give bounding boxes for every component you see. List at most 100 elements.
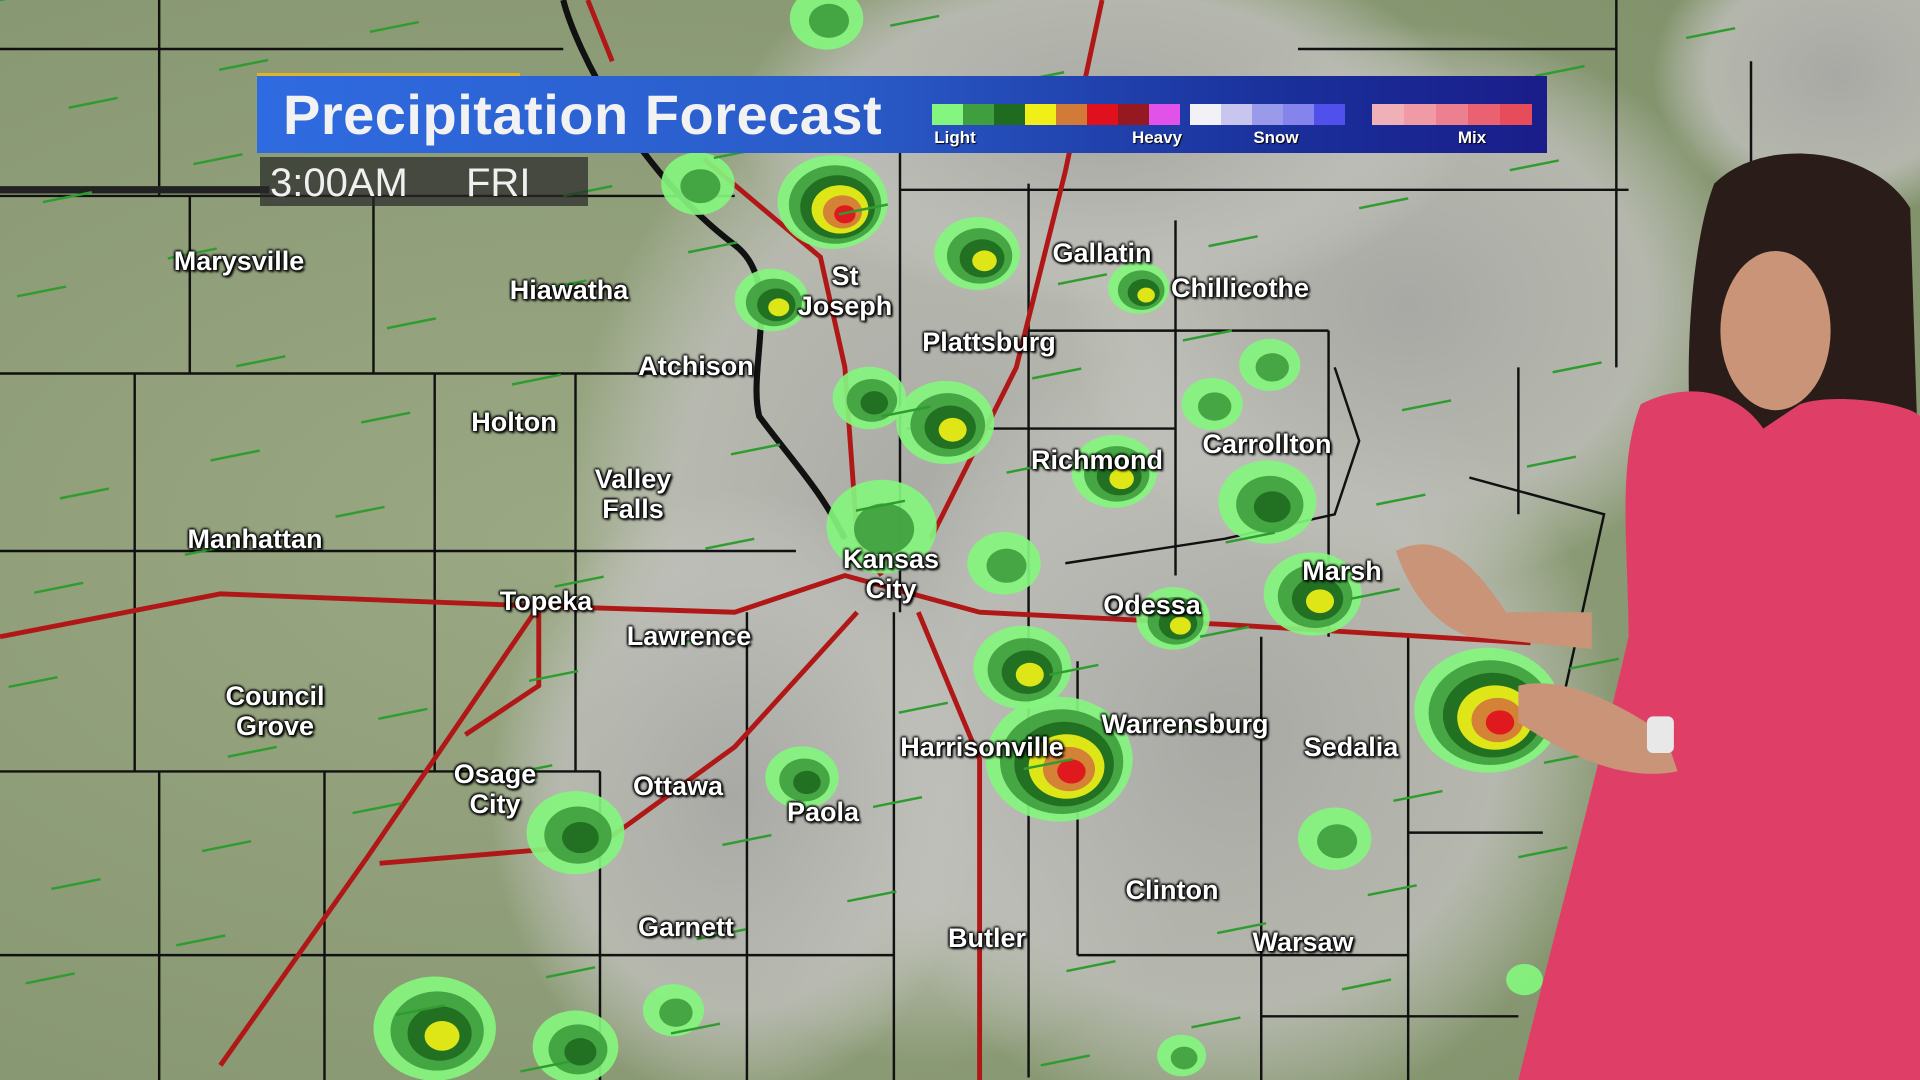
snow-swatch [1252, 104, 1283, 125]
city-label: Carrollton [1202, 429, 1332, 459]
precip-cell [808, 3, 850, 38]
precip-cell [768, 298, 790, 317]
city-label: Atchison [638, 351, 754, 381]
rain-swatch [1056, 104, 1087, 125]
wind-arrow [1182, 329, 1233, 342]
wind-arrow [352, 802, 402, 815]
precip-cell [986, 548, 1027, 583]
snow-swatch [1221, 104, 1252, 125]
wind-arrow [838, 203, 888, 216]
city-label: Ottawa [632, 771, 724, 801]
precip-cell [1317, 824, 1358, 859]
wind-arrow [898, 701, 948, 714]
rain-swatch [932, 104, 963, 125]
wind-arrow [889, 14, 940, 27]
wind-arrow [201, 840, 252, 853]
legend-label-heavy: Heavy [1131, 128, 1183, 147]
wind-arrow [1401, 399, 1452, 412]
precip-cell [1306, 589, 1334, 614]
precip-cell [1109, 468, 1134, 490]
wind-arrow [1208, 235, 1258, 248]
wind-arrow [1552, 361, 1602, 374]
precip-cell [1137, 287, 1155, 303]
snow-swatch [1314, 104, 1345, 125]
precip-cell [854, 503, 915, 555]
mix-swatch [1404, 104, 1436, 125]
precip-cell [1197, 392, 1232, 421]
wind-arrow [395, 1004, 445, 1017]
wind-arrow [1191, 1016, 1241, 1029]
forecast-day: FRI [466, 161, 531, 205]
city-label: Topeka [499, 586, 593, 616]
wind-arrow [218, 58, 269, 71]
wind-arrow [51, 877, 101, 891]
city-label: Richmond [1031, 445, 1163, 475]
city-label: Valley Falls [594, 464, 672, 524]
wind-arrow [167, 247, 217, 260]
wind-arrow [16, 285, 67, 298]
wind-arrow [68, 96, 118, 109]
precip-cell [1169, 616, 1191, 635]
wind-arrow [503, 764, 553, 777]
rain-swatch [994, 104, 1025, 125]
wind-arrow [1341, 978, 1392, 991]
wind-arrow [1174, 720, 1224, 733]
city-label: Holton [471, 407, 557, 437]
city-label: Sedalia [1303, 732, 1399, 762]
wind-arrow [1032, 367, 1082, 380]
city-label: Council Grove [225, 681, 325, 741]
wind-arrow [554, 575, 604, 588]
wind-arrow [227, 745, 277, 758]
wind-arrow [1535, 64, 1585, 78]
city-label: Butler [947, 923, 1027, 953]
snow-swatch [1283, 104, 1314, 125]
precip-cell [680, 169, 721, 204]
city-label: Clinton [1125, 875, 1219, 905]
forecast-header: Precipitation Forecast Light Heavy Snow … [257, 76, 1547, 153]
wind-arrow [730, 443, 781, 456]
precip-cell [793, 770, 821, 795]
precip-cell [938, 417, 967, 442]
wind-arrow [511, 373, 562, 386]
forecast-time-box: 3:00AM FRI [260, 157, 588, 206]
city-label: Hiawatha [509, 275, 629, 305]
mix-swatch [1436, 104, 1468, 125]
rain-swatch [1087, 104, 1118, 125]
wind-arrow [386, 317, 437, 330]
legend-label-light: Light [934, 128, 976, 147]
city-label: Harrisonville [900, 732, 1064, 762]
city-label: Marsh [1302, 556, 1382, 586]
wind-arrow [1023, 757, 1073, 771]
wind-arrow [1040, 1054, 1091, 1067]
city-label: St Joseph [797, 261, 893, 321]
wind-arrow [184, 543, 235, 556]
wind-arrow [335, 505, 385, 518]
rain-swatch [1149, 104, 1180, 125]
city-label: Lawrence [626, 621, 752, 651]
city-label: Gallatin [1052, 238, 1152, 268]
wind-arrow [1225, 531, 1275, 544]
precip-cell [424, 1021, 460, 1051]
wind-arrow [25, 972, 75, 985]
city-label: Paola [786, 797, 860, 827]
city-label: Marysville [173, 246, 305, 276]
precip-cell [1015, 662, 1044, 687]
precip-cell [860, 391, 889, 415]
rain-swatch [1025, 104, 1056, 125]
wind-arrow [1358, 197, 1409, 210]
wind-arrow [1367, 884, 1417, 897]
wind-arrow [1376, 493, 1426, 506]
wind-arrow [1518, 846, 1568, 859]
wind-arrow [1049, 663, 1099, 676]
precip-cell [1485, 710, 1515, 735]
mix-swatch [1500, 104, 1532, 125]
wind-arrow [369, 20, 420, 34]
wind-arrow [847, 890, 897, 903]
wind-arrow [378, 707, 428, 720]
wind-arrow [1006, 461, 1056, 474]
wind-arrow [1216, 922, 1267, 935]
wind-arrow [59, 487, 110, 500]
wind-arrow [1393, 789, 1443, 803]
precip-cell [1253, 491, 1291, 523]
presenter [1395, 153, 1920, 1080]
